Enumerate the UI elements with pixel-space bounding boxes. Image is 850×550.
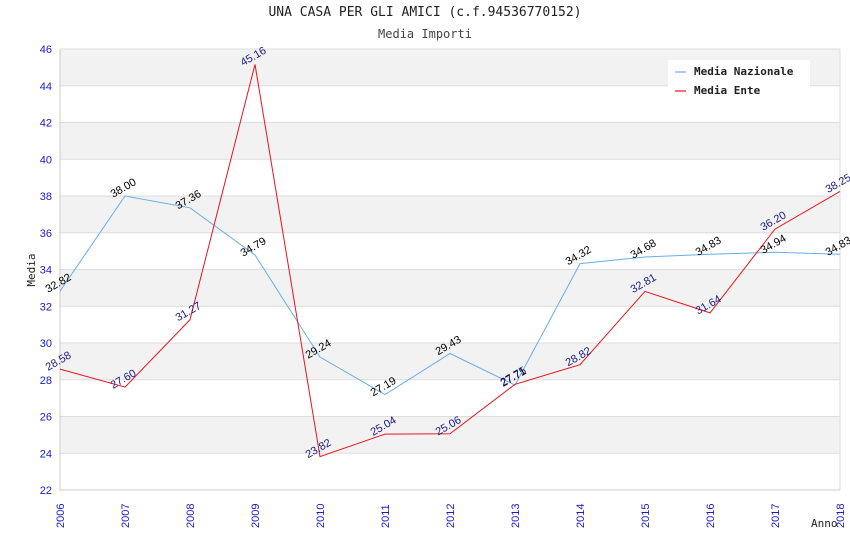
- y-tick-label: 30: [40, 338, 52, 350]
- series-line-media-ente: [59, 64, 841, 458]
- y-tick-label: 24: [40, 448, 52, 460]
- x-tick-label: 2007: [120, 504, 132, 528]
- x-tick-label: 2008: [185, 504, 197, 528]
- legend: Media Nazionale Media Ente: [668, 60, 810, 101]
- x-tick-label: 2012: [445, 504, 457, 528]
- y-tick-label: 26: [40, 412, 52, 424]
- y-tick-label: 34: [40, 265, 52, 277]
- data-label-media-nazionale: 34.83: [694, 235, 724, 259]
- x-tick-label: 2018: [835, 504, 847, 528]
- series-line-media-nazionale: [59, 195, 841, 396]
- y-tick-label: 40: [40, 154, 52, 166]
- chart-title: UNA CASA PER GLI AMICI (c.f.94536770152): [268, 5, 582, 20]
- x-tick-label: 2015: [640, 504, 652, 528]
- data-label-media-nazionale: 34.94: [759, 233, 789, 257]
- x-tick-label: 2010: [315, 504, 327, 528]
- y-tick-label: 36: [40, 228, 52, 240]
- x-tick-label: 2009: [250, 504, 262, 528]
- y-tick-label: 22: [40, 485, 52, 497]
- y-tick-label: 44: [40, 81, 52, 93]
- y-tick-label: 42: [40, 118, 52, 130]
- grid-band: [60, 196, 840, 233]
- legend-label-media-nazionale: Media Nazionale: [694, 65, 794, 78]
- y-tick-label: 28: [40, 375, 52, 387]
- x-tick-labels: 2006 2007 2008 2009 2010 2011 2012 2013 2014 2015…: [55, 504, 847, 528]
- y-tick-label: 46: [40, 44, 52, 56]
- y-tick-label: 32: [40, 301, 52, 313]
- y-tick-label: 38: [40, 191, 52, 203]
- y-tick-labels: 22 24 26 28 30 32 34 36 38 40 42 44 46: [40, 44, 52, 497]
- grid-band: [60, 416, 840, 454]
- grid-band: [60, 343, 840, 380]
- data-label-media-nazionale: 34.68: [629, 237, 659, 261]
- x-tick-label: 2016: [705, 504, 717, 528]
- chart-subtitle: Media Importi: [378, 27, 472, 41]
- x-tick-label: 2014: [575, 504, 587, 528]
- grid-band: [60, 122, 840, 160]
- grid-band: [60, 269, 840, 307]
- grid-bands: [60, 49, 840, 454]
- x-tick-label: 2017: [770, 504, 782, 528]
- x-axis-label: Anno: [811, 517, 838, 530]
- axes: [59, 49, 841, 491]
- data-label-media-ente: 38.25: [824, 172, 850, 196]
- gridlines: [60, 48, 840, 491]
- data-label-media-nazionale: 34.83: [824, 235, 850, 259]
- data-label-media-nazionale: 34.32: [564, 244, 594, 268]
- x-tick-label: 2006: [55, 504, 67, 528]
- legend-label-media-ente: Media Ente: [694, 84, 761, 97]
- x-tick-label: 2013: [510, 504, 522, 528]
- series-lines: [59, 64, 841, 458]
- x-tick-label: 2011: [380, 504, 392, 528]
- data-label-media-nazionale: 34.79: [239, 235, 269, 259]
- y-axis-label: Media: [25, 253, 38, 286]
- legend-box: [668, 60, 810, 101]
